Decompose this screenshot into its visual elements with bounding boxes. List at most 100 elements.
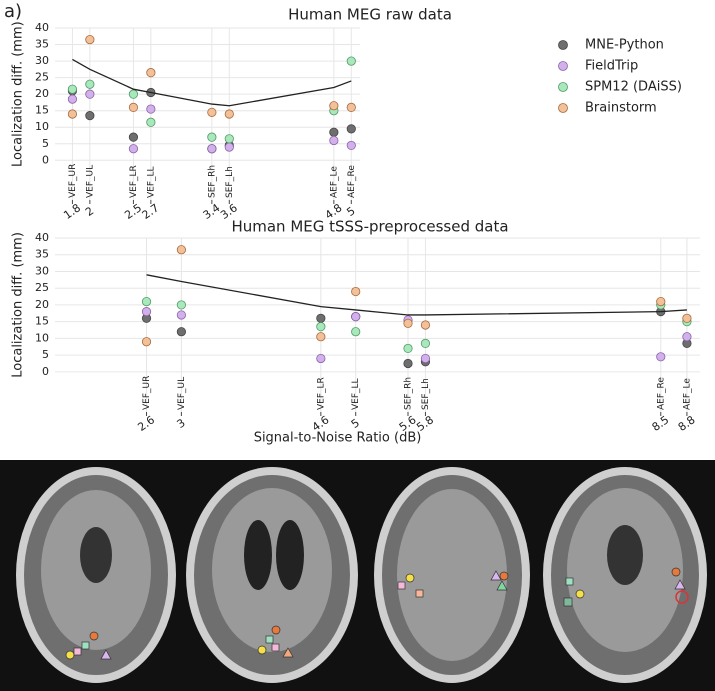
data-point — [351, 286, 361, 297]
data-point — [329, 101, 339, 111]
x-tick-label: 8.5 — [650, 413, 672, 434]
data-point — [346, 140, 356, 151]
data-point — [346, 102, 356, 112]
data-point — [316, 332, 326, 342]
data-point — [224, 109, 234, 119]
y-tick-label: 30 — [35, 264, 49, 277]
category-label: SEF_Rh — [404, 377, 414, 410]
y-axis-label: Localization diff. (mm) — [11, 232, 26, 378]
category-label: AEF_Re — [656, 377, 666, 410]
legend-label: SPM12 (DAiSS) — [585, 80, 682, 95]
y-tick-label: 35 — [35, 248, 49, 261]
data-point — [67, 84, 78, 94]
y-tick-label: 40 — [35, 21, 49, 34]
data-point — [346, 124, 356, 134]
brain-slice — [543, 467, 707, 683]
x-tick-label: 8.8 — [676, 413, 698, 434]
category-label: SEF_Lh — [421, 378, 431, 410]
category-label: VEF_LR — [129, 165, 139, 198]
y-tick-label: 40 — [35, 231, 49, 244]
x-tick-label: 3 — [175, 416, 188, 431]
data-point — [316, 353, 326, 364]
category-label: AEF_Re — [347, 165, 357, 198]
y-tick-label: 30 — [35, 54, 49, 67]
y-tick-label: 35 — [35, 38, 49, 51]
data-point — [146, 117, 156, 127]
legend-label: FieldTrip — [585, 59, 638, 74]
chart-title: Human MEG tSSS-preprocessed data — [231, 218, 508, 236]
data-point — [420, 353, 431, 364]
panel-label: a) — [4, 1, 22, 22]
data-point — [329, 127, 339, 137]
data-point — [146, 68, 156, 78]
data-point — [403, 318, 413, 328]
data-point — [403, 358, 413, 369]
y-tick-label: 10 — [35, 120, 49, 133]
data-point — [176, 327, 186, 337]
category-label: VEF_UL — [85, 165, 95, 198]
x-tick-label: 5 — [349, 416, 362, 431]
legend-marker — [558, 103, 568, 113]
data-point — [128, 132, 139, 142]
y-axis-label: Localization diff. (mm) — [11, 21, 26, 167]
legend-marker — [558, 61, 568, 71]
data-point — [351, 327, 361, 337]
brain-images — [0, 460, 715, 691]
category-label: SEF_Rh — [207, 165, 217, 198]
category-label: VEF_UR — [142, 376, 152, 410]
category-label: VEF_UL — [177, 377, 187, 410]
data-point — [224, 134, 234, 144]
data-point — [146, 104, 156, 114]
data-point — [176, 310, 186, 320]
data-point — [85, 111, 95, 121]
y-tick-label: 15 — [35, 315, 49, 328]
y-tick-label: 5 — [42, 137, 49, 150]
legend-marker — [558, 40, 568, 50]
data-point — [420, 320, 431, 330]
data-point — [207, 132, 217, 142]
legend-label: MNE-Python — [585, 38, 664, 53]
category-label: SEF_Lh — [225, 166, 235, 198]
data-point — [207, 144, 217, 154]
y-tick-label: 25 — [35, 71, 49, 84]
data-point — [403, 343, 413, 354]
data-point — [67, 109, 78, 119]
data-point — [85, 89, 95, 99]
trend-line — [72, 58, 352, 107]
data-point — [682, 332, 692, 342]
data-point — [316, 313, 326, 323]
chart-title: Human MEG raw data — [288, 6, 452, 24]
data-point — [128, 102, 139, 112]
category-label: AEF_Le — [329, 166, 339, 198]
data-point — [176, 300, 186, 310]
data-point — [67, 94, 78, 104]
y-tick-label: 0 — [42, 365, 49, 378]
data-point — [141, 337, 152, 347]
data-point — [656, 296, 666, 307]
legend-label: Brainstorm — [585, 101, 657, 116]
y-tick-label: 10 — [35, 331, 49, 344]
data-point — [682, 313, 692, 323]
data-point — [329, 135, 339, 146]
data-point — [176, 245, 186, 255]
data-point — [346, 56, 356, 66]
data-point — [128, 89, 139, 99]
data-point — [128, 144, 139, 154]
y-tick-label: 20 — [35, 87, 49, 100]
category-label: AEF_Le — [682, 378, 692, 410]
data-point — [85, 34, 95, 45]
legend-marker — [558, 82, 568, 92]
data-point — [656, 352, 666, 362]
y-tick-label: 25 — [35, 281, 49, 294]
brain-slice — [186, 467, 358, 683]
data-point — [316, 322, 326, 332]
data-point — [351, 312, 361, 322]
data-point — [141, 296, 152, 307]
data-point — [141, 307, 152, 317]
dipole-markers — [65, 567, 689, 660]
y-tick-label: 15 — [35, 104, 49, 117]
x-tick-label: 1.8 — [61, 201, 83, 222]
data-point — [85, 79, 95, 89]
category-label: VEF_LL — [146, 166, 156, 198]
